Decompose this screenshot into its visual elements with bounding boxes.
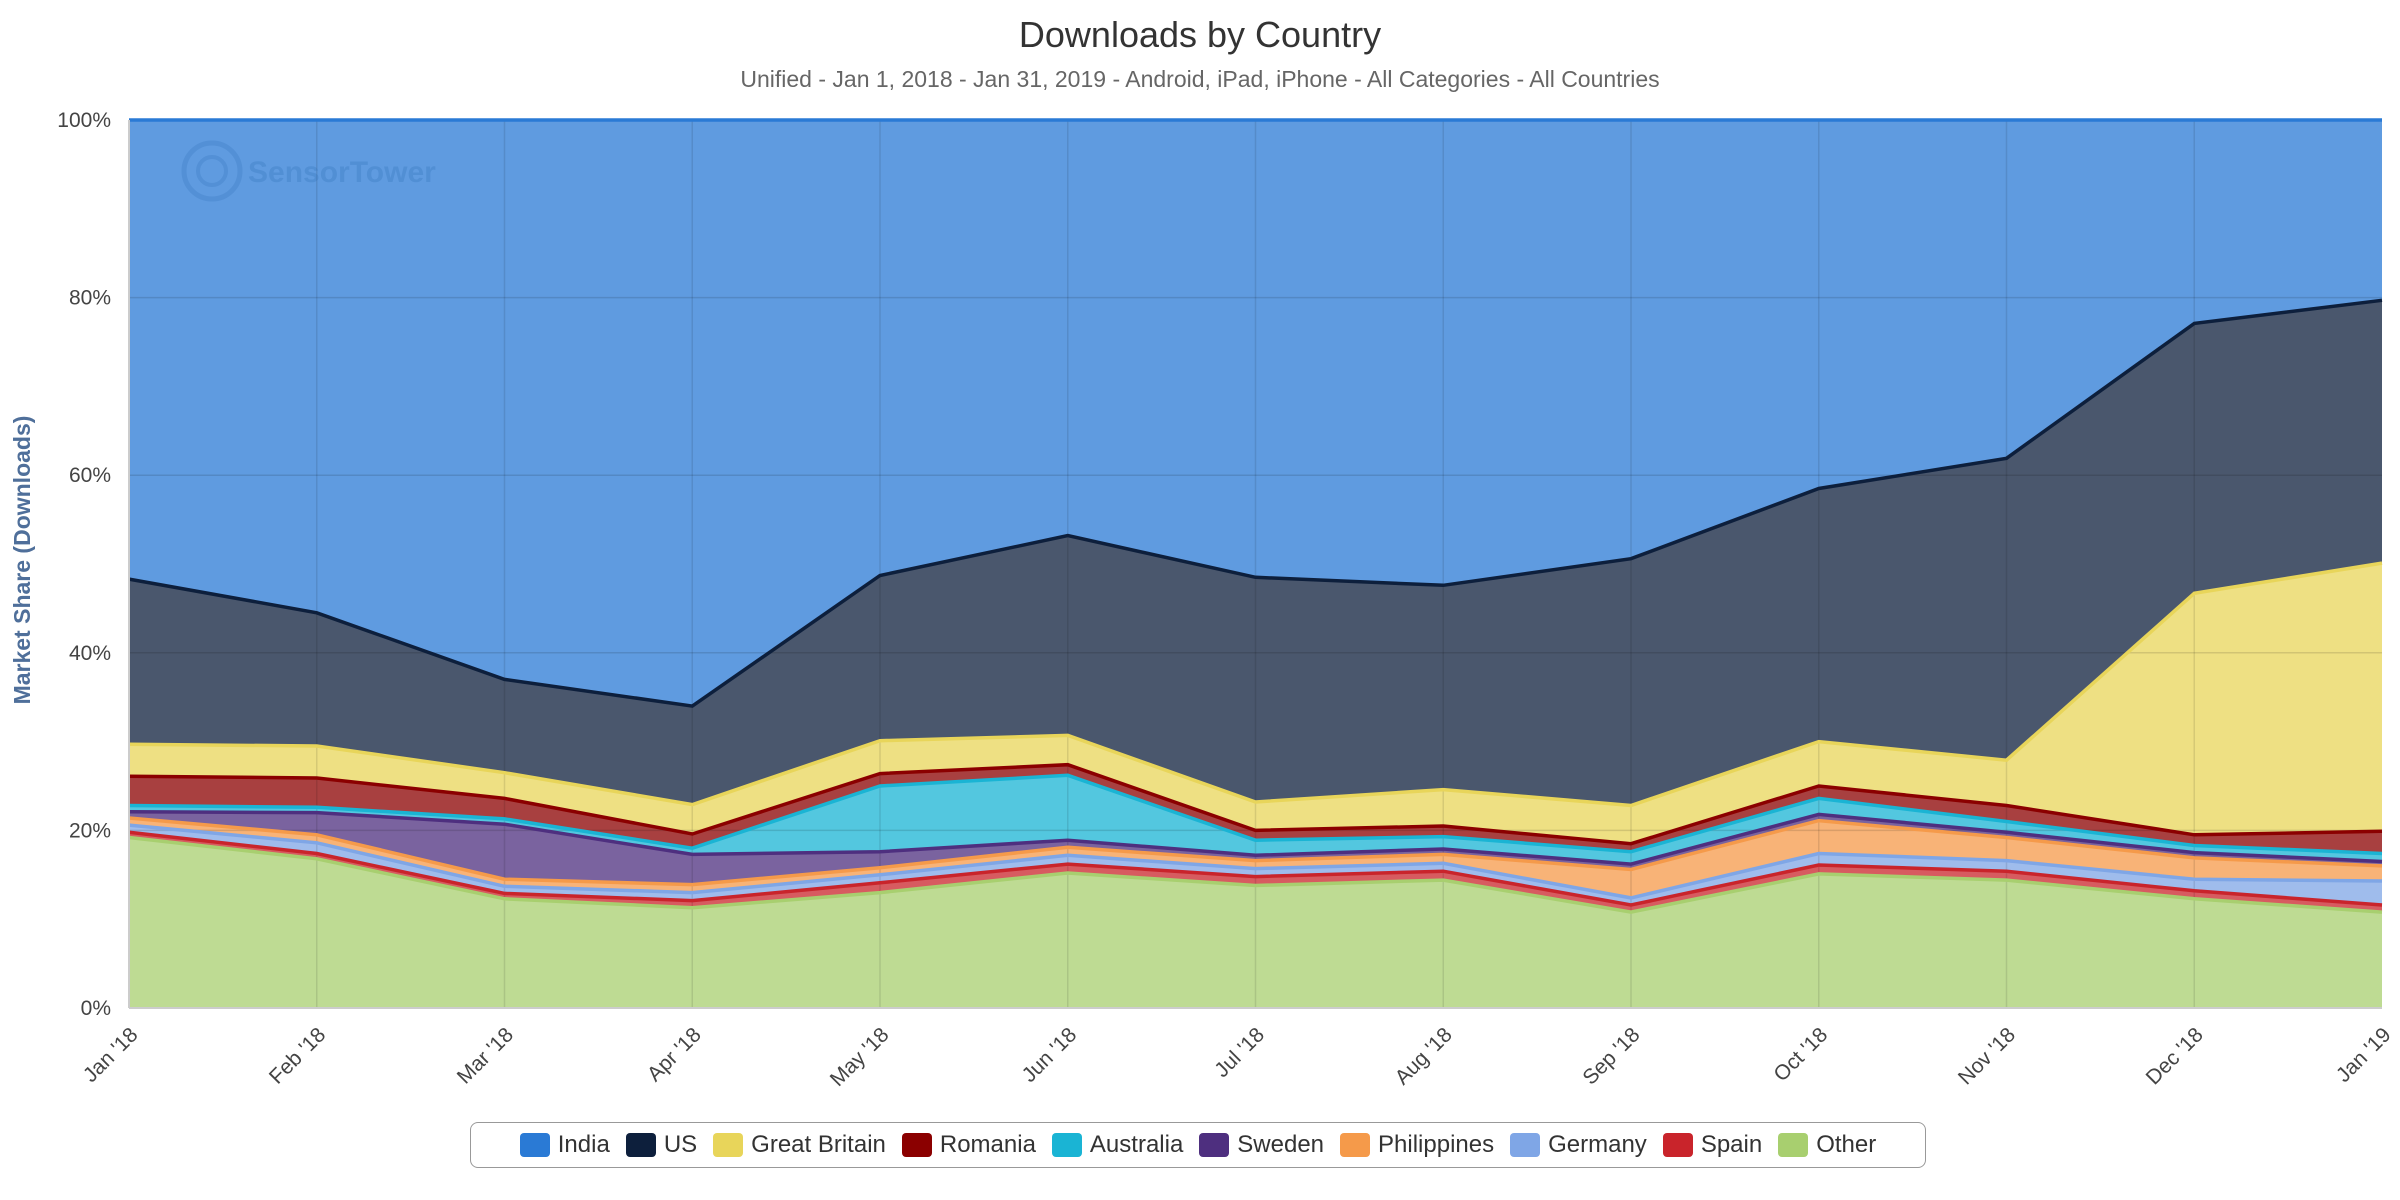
line-philippines	[128, 816, 2383, 887]
x-tick-label: Aug '18	[1391, 1023, 1457, 1089]
legend-swatch	[1051, 1133, 1082, 1157]
x-tick-label: Jun '18	[1018, 1023, 1082, 1087]
legend-swatch	[1662, 1133, 1693, 1157]
x-tick-label: Feb '18	[265, 1023, 330, 1088]
legend-item-australia[interactable]: Australia	[1051, 1131, 1184, 1159]
legend-swatch	[713, 1133, 744, 1157]
area-india	[129, 120, 2382, 707]
legend-item-germany[interactable]: Germany	[1510, 1131, 1647, 1159]
y-axis-ticks: 0% 20% 40% 60% 80% 100%	[57, 109, 111, 1020]
legend-label: US	[663, 1131, 698, 1158]
area-other	[129, 837, 2382, 1008]
line-sweden	[128, 810, 2383, 866]
legend-swatch	[1778, 1133, 1809, 1157]
y-tick-label: 100%	[57, 109, 111, 132]
line-germany	[128, 823, 2383, 900]
legend-label: Other	[1816, 1131, 1877, 1158]
y-tick-label: 0%	[81, 997, 111, 1020]
watermark-logo-inner-icon	[196, 155, 228, 187]
area-spain	[129, 832, 2382, 913]
legend-label: Great Britain	[751, 1131, 886, 1158]
legend-item-us[interactable]: US	[625, 1131, 698, 1159]
legend-label: Germany	[1548, 1131, 1647, 1158]
chart-subtitle: Unified - Jan 1, 2018 - Jan 31, 2019 - A…	[740, 66, 1660, 92]
line-other	[128, 835, 2383, 914]
legend: India US Great Britain Romania Australia Swed…	[470, 1122, 1926, 1168]
legend-label: Spain	[1700, 1131, 1763, 1158]
legend-label: Romania	[939, 1131, 1036, 1158]
area-great-britain	[129, 563, 2382, 844]
legend-label: Australia	[1089, 1131, 1184, 1158]
area-australia	[129, 775, 2382, 865]
watermark-logo-icon	[181, 140, 243, 202]
x-tick-label: Nov '18	[1954, 1023, 2020, 1089]
chart-title: Downloads by Country	[1018, 14, 1382, 55]
legend-swatch	[901, 1133, 932, 1157]
legend-item-india[interactable]: India	[519, 1131, 610, 1159]
sensortower-watermark: SensorTower	[181, 140, 436, 202]
x-axis-ticks: Jan '18 Feb '18 Mar '18 Apr '18 May '18 Jun '…	[79, 1023, 2396, 1091]
line-australia	[128, 773, 2383, 856]
x-tick-label: Apr '18	[643, 1023, 706, 1086]
line-spain	[128, 830, 2383, 907]
legend-item-sweden[interactable]: Sweden	[1199, 1131, 1324, 1159]
legend-label: India	[557, 1131, 610, 1158]
legend-swatch	[1510, 1133, 1541, 1157]
y-tick-label: 60%	[69, 464, 111, 487]
legend-label: Sweden	[1237, 1131, 1325, 1158]
axes	[128, 120, 2382, 1009]
area-sweden	[129, 811, 2382, 885]
x-tick-label: Jan '19	[2332, 1023, 2396, 1087]
y-axis-label: Market Share (Downloads)	[9, 416, 35, 705]
legend-swatch	[625, 1133, 656, 1157]
legend-label: Philippines	[1378, 1131, 1495, 1158]
series-lines	[128, 118, 2383, 914]
area-philippines	[129, 818, 2382, 898]
legend-item-other[interactable]: Other	[1778, 1131, 1876, 1159]
x-tick-label: Mar '18	[453, 1023, 518, 1088]
y-tick-label: 40%	[69, 642, 111, 665]
x-tick-label: Jul '18	[1210, 1023, 1269, 1082]
x-tick-label: Dec '18	[2142, 1023, 2208, 1089]
legend-item-romania[interactable]: Romania	[901, 1131, 1036, 1159]
y-tick-label: 80%	[69, 287, 111, 310]
line-us	[128, 298, 2383, 708]
legend-swatch	[1199, 1133, 1230, 1157]
line-great-britain	[128, 561, 2383, 808]
legend-item-philippines[interactable]: Philippines	[1340, 1131, 1494, 1159]
x-tick-label: Sep '18	[1578, 1023, 1644, 1089]
legend-swatch	[1340, 1133, 1371, 1157]
area-germany	[129, 825, 2382, 905]
x-tick-label: May '18	[826, 1023, 894, 1091]
legend-item-great-britain[interactable]: Great Britain	[713, 1131, 886, 1159]
watermark-text: SensorTower	[248, 156, 436, 189]
x-tick-label: Jan '18	[79, 1023, 143, 1087]
x-tick-label: Oct '18	[1769, 1023, 1832, 1086]
line-romania	[128, 762, 2383, 846]
legend-item-spain[interactable]: Spain	[1662, 1131, 1763, 1159]
legend-swatch	[519, 1133, 550, 1157]
y-tick-label: 20%	[69, 819, 111, 842]
area-us	[129, 300, 2382, 806]
